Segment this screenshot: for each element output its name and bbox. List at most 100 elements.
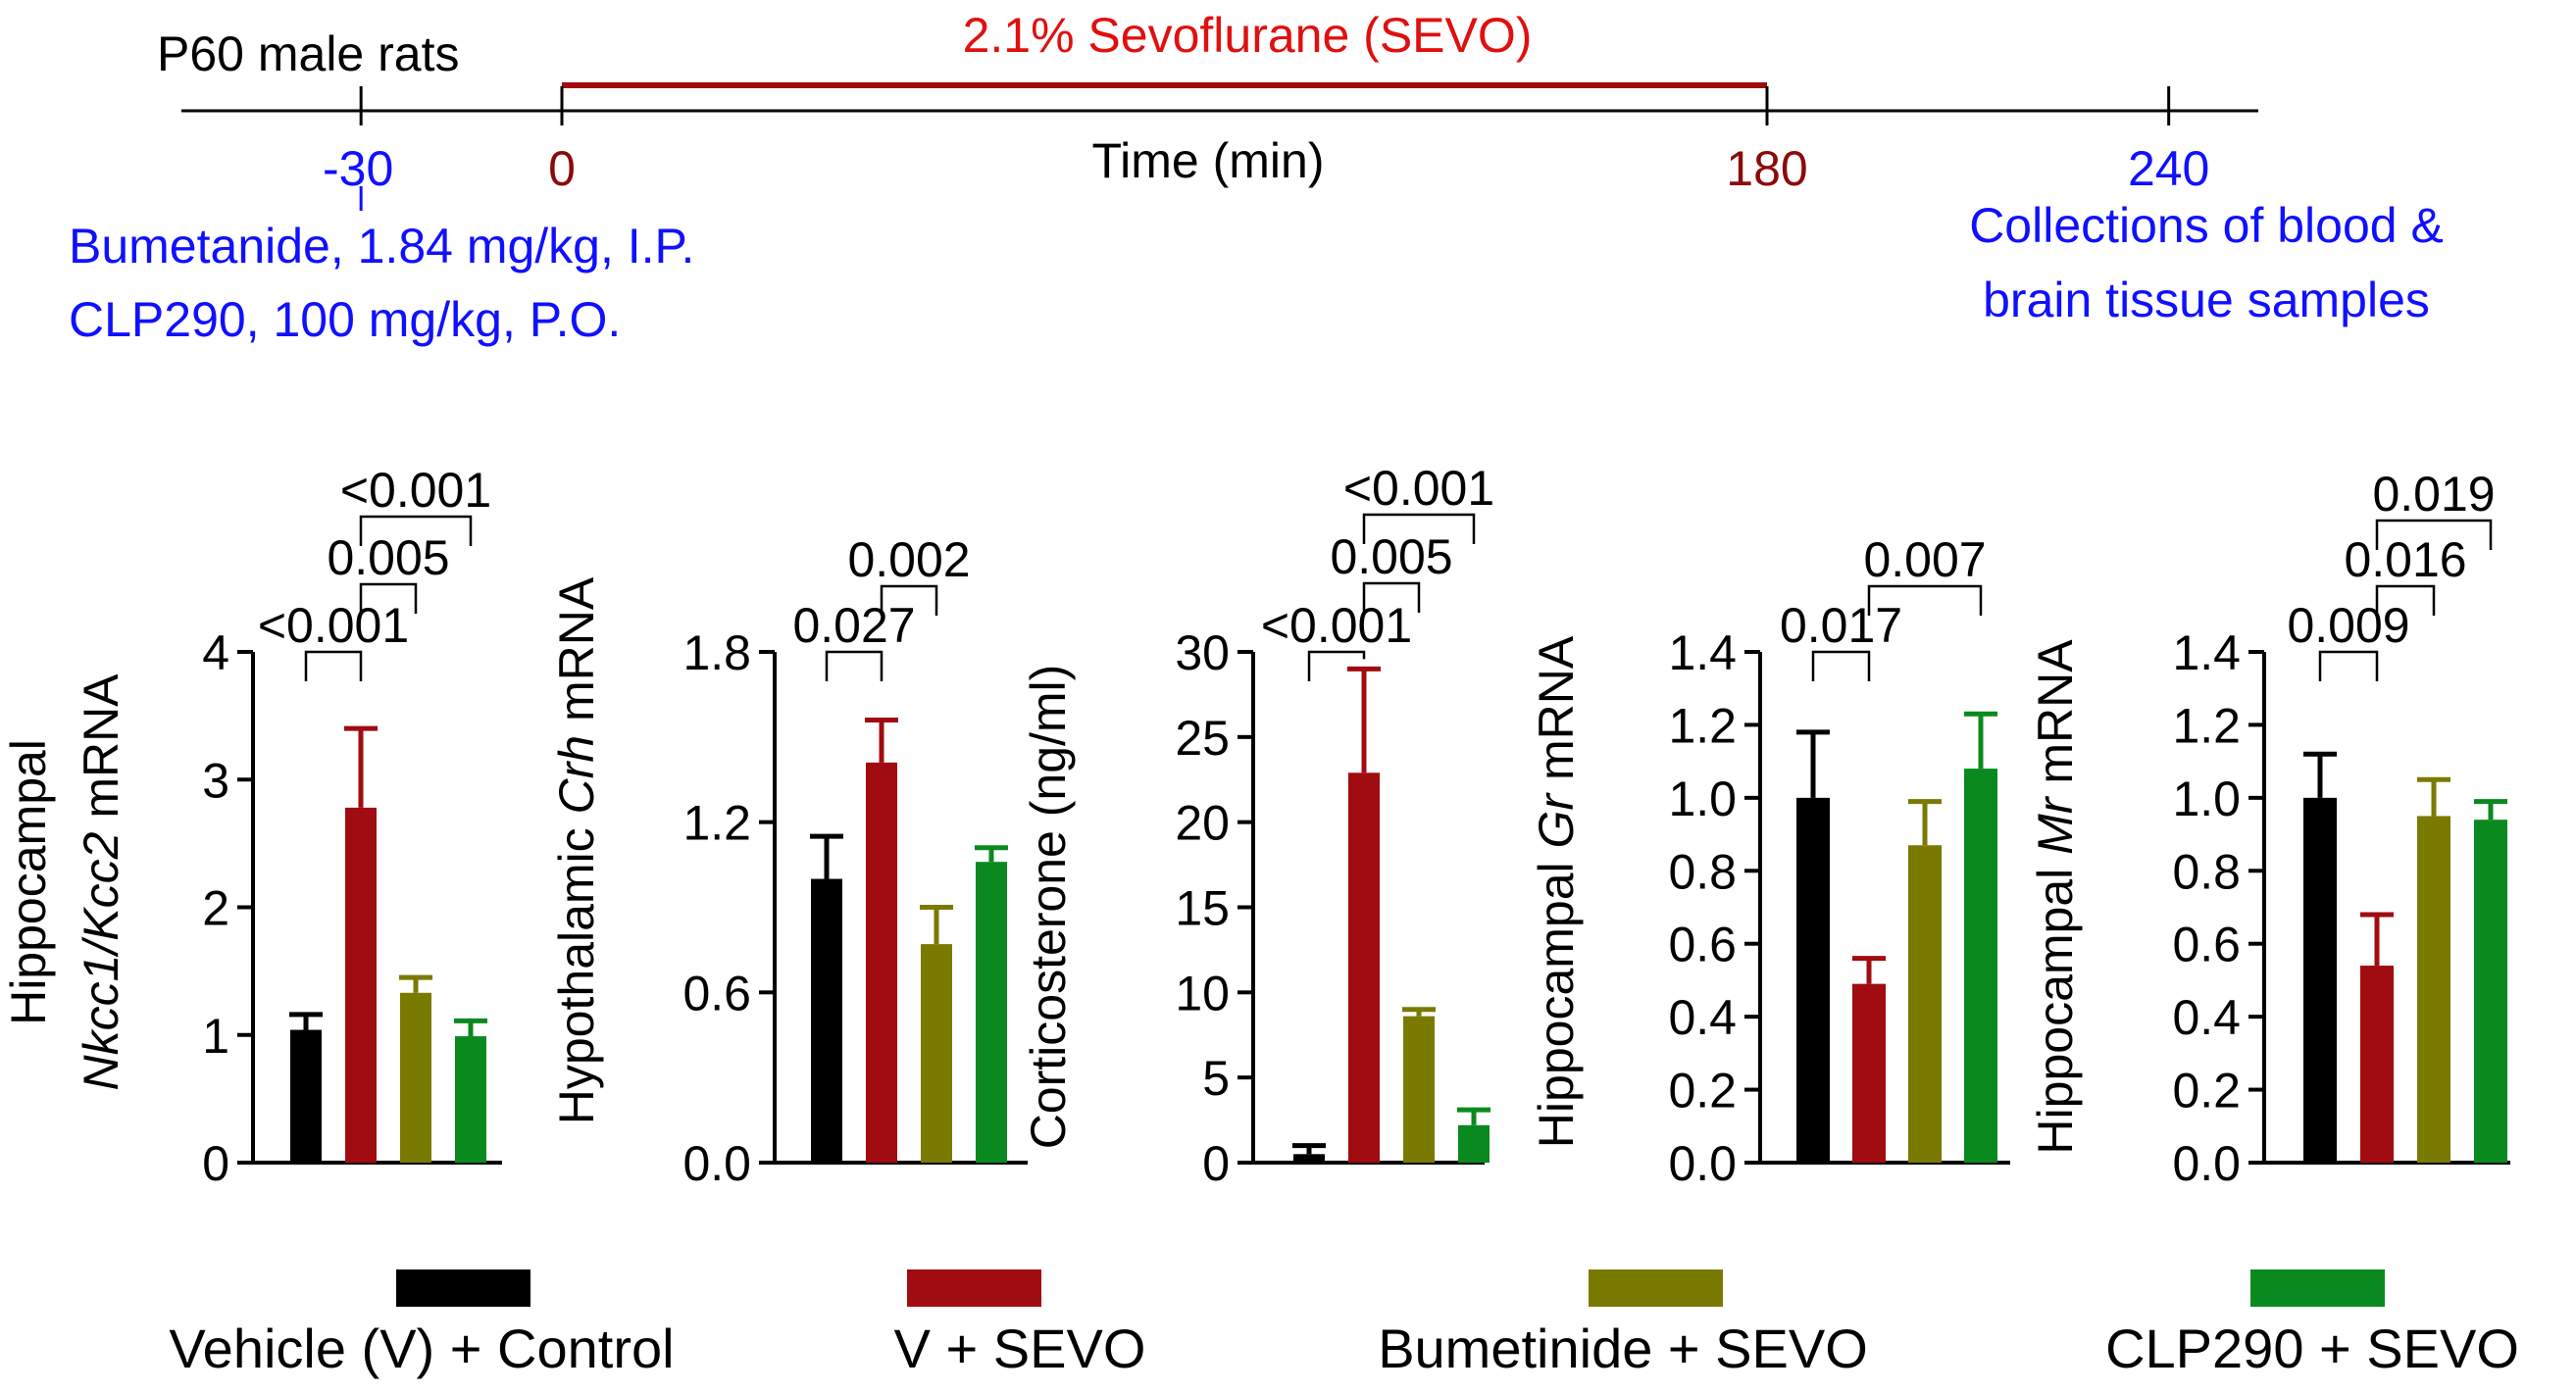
y-tick-label: 3 <box>202 753 229 808</box>
chart-corticosterone: 0 5 10 15 20 25 30 <0.001 0.005 <0.001 Corticoster… <box>1021 461 1494 1191</box>
y-tick-label: 1.4 <box>2172 625 2241 680</box>
significance-bracket <box>359 582 418 614</box>
p-value-label: 0.019 <box>2372 467 2495 522</box>
y-tick-label: 0.0 <box>2172 1136 2241 1191</box>
pre-treatment-line-1: Bumetanide, 1.84 mg/kg, I.P. <box>69 219 694 274</box>
bar-0 <box>1293 1154 1325 1163</box>
timeline-axis-label: Time (min) <box>1091 133 1324 188</box>
y-tick-label: 0.0 <box>1668 1136 1737 1191</box>
legend-swatch-2 <box>1589 1269 1723 1307</box>
y-tick-label: 15 <box>1175 881 1230 936</box>
chart-gr: 0.0 0.2 0.4 0.6 0.8 1.0 1.2 1.4 0.017 0.007 Hippoc… <box>1529 532 2010 1191</box>
bar-3 <box>2474 820 2507 1163</box>
timeline-subject-label: P60 male rats <box>157 26 459 81</box>
significance-bracket <box>1867 584 1983 616</box>
bar-0 <box>811 878 842 1163</box>
y-tick-label: 0.4 <box>2172 990 2241 1045</box>
y-tick-label: 10 <box>1175 966 1230 1020</box>
timeline-tick-label: 0 <box>548 141 576 196</box>
y-tick-label: 0.0 <box>682 1136 751 1191</box>
significance-bracket <box>2375 519 2493 550</box>
timeline-tick-label: 240 <box>2128 141 2209 196</box>
bar-3 <box>1964 769 1997 1163</box>
significance-bracket <box>304 650 363 681</box>
timeline-tick-label: -30 <box>323 141 393 196</box>
y-tick-label: 0.6 <box>682 966 751 1020</box>
y-axis-label-part: Hippocampal <box>1529 848 1584 1148</box>
bar-2 <box>1908 845 1942 1163</box>
y-tick-label: 1.0 <box>2172 771 2241 826</box>
bar-0 <box>1796 797 1830 1163</box>
y-tick-label: 1.2 <box>2172 698 2241 753</box>
y-axis-label: Hippocampal Gr mRNA <box>1529 635 1584 1148</box>
legend-swatch-1 <box>907 1269 1041 1307</box>
timeline-sevo-label: 2.1% Sevoflurane (SEVO) <box>963 8 1533 63</box>
y-tick-label: 1.4 <box>1668 625 1737 680</box>
legend-swatch-0 <box>396 1269 530 1307</box>
y-tick-label: 0.4 <box>1668 990 1737 1045</box>
y-tick-label: 20 <box>1175 796 1230 851</box>
y-tick-label: 25 <box>1175 711 1230 766</box>
p-value-label: 0.027 <box>792 598 915 653</box>
y-tick-label: 0 <box>202 1136 229 1191</box>
y-axis-label-part: mRNA <box>74 673 128 832</box>
legend-label-2: Bumetinide + SEVO <box>1378 1318 1868 1379</box>
y-tick-label: 2 <box>202 881 229 936</box>
bar-2 <box>2417 816 2450 1163</box>
collection-line-1: Collections of blood & <box>1969 198 2444 253</box>
p-value-label: <0.001 <box>1261 598 1412 653</box>
p-value-label: <0.001 <box>258 598 409 653</box>
bar-0 <box>290 1029 322 1163</box>
p-value-label: 0.005 <box>1330 529 1452 584</box>
p-value-label: 0.002 <box>847 532 970 587</box>
timeline: -30 0 180 240 P60 male rats 2.1% Sevofluran… <box>69 8 2444 347</box>
y-axis-label-line-1: Hippocampal <box>1 739 56 1025</box>
timeline-tick-label: 180 <box>1726 141 1807 196</box>
bar-3 <box>1458 1124 1490 1163</box>
significance-bracket <box>2375 584 2436 616</box>
y-axis-label-part: mRNA <box>2028 639 2083 798</box>
y-axis-label-part: mRNA <box>1529 635 1584 794</box>
timeline-ticks: -30 0 180 240 <box>323 86 2209 211</box>
y-axis-label: Hypothalamic Crh mRNA <box>549 576 604 1124</box>
significance-bracket <box>1811 650 1871 681</box>
y-axis-label: Hippocampal Mr mRNA <box>2028 639 2083 1155</box>
y-tick-label: 0.8 <box>2172 844 2241 899</box>
y-tick-label: 1.2 <box>1668 698 1737 753</box>
y-tick-label: 0.2 <box>1668 1064 1737 1119</box>
significance-bracket <box>825 650 884 681</box>
significance-bracket <box>880 584 938 616</box>
legend-swatch-3 <box>2250 1269 2385 1307</box>
significance-bracket <box>1362 581 1421 613</box>
y-axis-label-part: mRNA <box>549 576 604 735</box>
y-axis-label-part: Crh <box>549 735 604 815</box>
significance-bracket <box>1307 650 1366 681</box>
p-value-label: <0.001 <box>1343 461 1494 516</box>
collection-line-2: brain tissue samples <box>1983 273 2430 327</box>
y-tick-label: 0.2 <box>2172 1064 2241 1119</box>
p-value-label: 0.007 <box>1863 532 1986 587</box>
legend-label-1: V + SEVO <box>894 1318 1146 1379</box>
legend: Vehicle (V) + Control V + SEVO Bumetinide … <box>169 1269 2519 1379</box>
y-tick-label: 30 <box>1175 625 1230 680</box>
p-value-label: 0.005 <box>327 530 449 585</box>
legend-label-3: CLP290 + SEVO <box>2105 1318 2519 1379</box>
y-tick-label: 1.0 <box>1668 771 1737 826</box>
y-tick-label: 0.8 <box>1668 844 1737 899</box>
p-value-label: 0.016 <box>2344 532 2466 587</box>
y-axis-label-line-2: Nkcc1/Kcc2 mRNA <box>74 673 128 1091</box>
bar-1 <box>1348 772 1380 1163</box>
bar-3 <box>976 862 1007 1163</box>
y-tick-label: 4 <box>202 625 229 680</box>
legend-label-0: Vehicle (V) + Control <box>169 1318 674 1379</box>
y-axis-label-part: Mr <box>2028 795 2083 855</box>
y-axis-label: Corticosterone (ng/ml) <box>1021 665 1076 1150</box>
bar-2 <box>921 944 952 1163</box>
p-value-label: <0.001 <box>340 463 491 518</box>
y-tick-label: 0 <box>1202 1136 1230 1191</box>
chart-mr: 0.0 0.2 0.4 0.6 0.8 1.0 1.2 1.4 0.009 0.016 0.019 H… <box>2028 467 2510 1191</box>
p-value-label: 0.009 <box>2287 598 2409 653</box>
bar-1 <box>1852 983 1886 1163</box>
y-axis-label-part: Nkcc1/Kcc2 <box>74 831 128 1090</box>
